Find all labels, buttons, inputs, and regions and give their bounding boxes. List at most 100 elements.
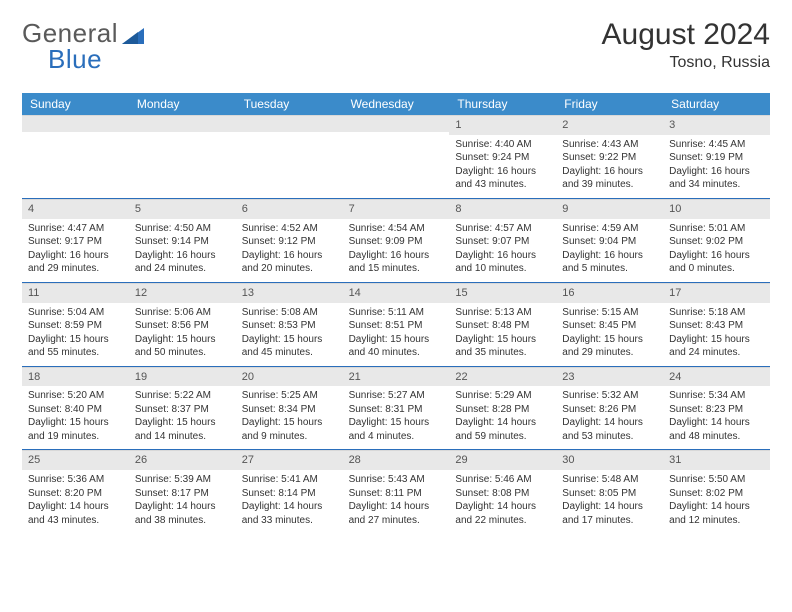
brand-triangle-icon: [122, 24, 144, 44]
day-details: Sunrise: 4:57 AMSunset: 9:07 PMDaylight:…: [449, 219, 556, 282]
day-number: 27: [236, 450, 343, 470]
day-number: 10: [663, 199, 770, 219]
day-details: Sunrise: 5:39 AMSunset: 8:17 PMDaylight:…: [129, 470, 236, 533]
day-details: Sunrise: 4:54 AMSunset: 9:09 PMDaylight:…: [343, 219, 450, 282]
calendar-cell: 14Sunrise: 5:11 AMSunset: 8:51 PMDayligh…: [343, 283, 450, 366]
calendar: SundayMondayTuesdayWednesdayThursdayFrid…: [22, 93, 770, 533]
calendar-cell: 6Sunrise: 4:52 AMSunset: 9:12 PMDaylight…: [236, 199, 343, 282]
weekday-label: Monday: [129, 93, 236, 115]
day-details: Sunrise: 5:06 AMSunset: 8:56 PMDaylight:…: [129, 303, 236, 366]
day-details: Sunrise: 5:22 AMSunset: 8:37 PMDaylight:…: [129, 386, 236, 449]
calendar-cell: 24Sunrise: 5:34 AMSunset: 8:23 PMDayligh…: [663, 367, 770, 450]
calendar-cell: 25Sunrise: 5:36 AMSunset: 8:20 PMDayligh…: [22, 450, 129, 533]
day-number: 14: [343, 283, 450, 303]
day-details: Sunrise: 4:45 AMSunset: 9:19 PMDaylight:…: [663, 135, 770, 198]
day-number: 3: [663, 115, 770, 135]
day-details: Sunrise: 5:43 AMSunset: 8:11 PMDaylight:…: [343, 470, 450, 533]
calendar-cell: 17Sunrise: 5:18 AMSunset: 8:43 PMDayligh…: [663, 283, 770, 366]
day-details: Sunrise: 4:43 AMSunset: 9:22 PMDaylight:…: [556, 135, 663, 198]
day-number: 28: [343, 450, 450, 470]
day-details: Sunrise: 4:40 AMSunset: 9:24 PMDaylight:…: [449, 135, 556, 198]
calendar-cell: 20Sunrise: 5:25 AMSunset: 8:34 PMDayligh…: [236, 367, 343, 450]
day-number: 7: [343, 199, 450, 219]
day-details: Sunrise: 5:18 AMSunset: 8:43 PMDaylight:…: [663, 303, 770, 366]
calendar-body: 1Sunrise: 4:40 AMSunset: 9:24 PMDaylight…: [22, 115, 770, 533]
day-number: 20: [236, 367, 343, 387]
day-number: 31: [663, 450, 770, 470]
day-details: Sunrise: 5:11 AMSunset: 8:51 PMDaylight:…: [343, 303, 450, 366]
calendar-cell: 19Sunrise: 5:22 AMSunset: 8:37 PMDayligh…: [129, 367, 236, 450]
day-number: 23: [556, 367, 663, 387]
day-number: 21: [343, 367, 450, 387]
calendar-cell: 9Sunrise: 4:59 AMSunset: 9:04 PMDaylight…: [556, 199, 663, 282]
calendar-cell: 10Sunrise: 5:01 AMSunset: 9:02 PMDayligh…: [663, 199, 770, 282]
day-number: 1: [449, 115, 556, 135]
location: Tosno, Russia: [602, 54, 770, 72]
calendar-week: 4Sunrise: 4:47 AMSunset: 9:17 PMDaylight…: [22, 199, 770, 283]
weekday-label: Thursday: [449, 93, 556, 115]
calendar-cell: [236, 115, 343, 198]
day-number: 2: [556, 115, 663, 135]
day-details: Sunrise: 5:25 AMSunset: 8:34 PMDaylight:…: [236, 386, 343, 449]
day-details: Sunrise: 5:41 AMSunset: 8:14 PMDaylight:…: [236, 470, 343, 533]
day-number: 6: [236, 199, 343, 219]
day-details: Sunrise: 5:04 AMSunset: 8:59 PMDaylight:…: [22, 303, 129, 366]
day-details: Sunrise: 5:08 AMSunset: 8:53 PMDaylight:…: [236, 303, 343, 366]
calendar-cell: 1Sunrise: 4:40 AMSunset: 9:24 PMDaylight…: [449, 115, 556, 198]
day-details: Sunrise: 5:36 AMSunset: 8:20 PMDaylight:…: [22, 470, 129, 533]
weekday-label: Friday: [556, 93, 663, 115]
weekday-label: Tuesday: [236, 93, 343, 115]
day-number: 12: [129, 283, 236, 303]
weekday-header: SundayMondayTuesdayWednesdayThursdayFrid…: [22, 93, 770, 115]
day-number: 11: [22, 283, 129, 303]
brand-word2-wrap: Blue: [48, 44, 102, 75]
day-number: 18: [22, 367, 129, 387]
day-details: Sunrise: 5:20 AMSunset: 8:40 PMDaylight:…: [22, 386, 129, 449]
calendar-cell: 11Sunrise: 5:04 AMSunset: 8:59 PMDayligh…: [22, 283, 129, 366]
day-number: 25: [22, 450, 129, 470]
day-number: 8: [449, 199, 556, 219]
day-number: 22: [449, 367, 556, 387]
day-details: Sunrise: 5:13 AMSunset: 8:48 PMDaylight:…: [449, 303, 556, 366]
calendar-cell: 4Sunrise: 4:47 AMSunset: 9:17 PMDaylight…: [22, 199, 129, 282]
calendar-cell: 13Sunrise: 5:08 AMSunset: 8:53 PMDayligh…: [236, 283, 343, 366]
day-number: 13: [236, 283, 343, 303]
calendar-cell: 3Sunrise: 4:45 AMSunset: 9:19 PMDaylight…: [663, 115, 770, 198]
day-details: Sunrise: 4:47 AMSunset: 9:17 PMDaylight:…: [22, 219, 129, 282]
calendar-cell: 5Sunrise: 4:50 AMSunset: 9:14 PMDaylight…: [129, 199, 236, 282]
day-number: 30: [556, 450, 663, 470]
day-details: Sunrise: 5:32 AMSunset: 8:26 PMDaylight:…: [556, 386, 663, 449]
day-details: Sunrise: 5:34 AMSunset: 8:23 PMDaylight:…: [663, 386, 770, 449]
day-number: 5: [129, 199, 236, 219]
calendar-cell: 30Sunrise: 5:48 AMSunset: 8:05 PMDayligh…: [556, 450, 663, 533]
day-details: Sunrise: 4:50 AMSunset: 9:14 PMDaylight:…: [129, 219, 236, 282]
day-details: Sunrise: 5:27 AMSunset: 8:31 PMDaylight:…: [343, 386, 450, 449]
day-details: Sunrise: 5:46 AMSunset: 8:08 PMDaylight:…: [449, 470, 556, 533]
day-number: 15: [449, 283, 556, 303]
day-details: Sunrise: 4:59 AMSunset: 9:04 PMDaylight:…: [556, 219, 663, 282]
day-details: Sunrise: 5:50 AMSunset: 8:02 PMDaylight:…: [663, 470, 770, 533]
calendar-cell: 27Sunrise: 5:41 AMSunset: 8:14 PMDayligh…: [236, 450, 343, 533]
day-details: Sunrise: 5:48 AMSunset: 8:05 PMDaylight:…: [556, 470, 663, 533]
day-details: Sunrise: 4:52 AMSunset: 9:12 PMDaylight:…: [236, 219, 343, 282]
calendar-cell: [22, 115, 129, 198]
calendar-cell: 22Sunrise: 5:29 AMSunset: 8:28 PMDayligh…: [449, 367, 556, 450]
calendar-week: 11Sunrise: 5:04 AMSunset: 8:59 PMDayligh…: [22, 283, 770, 367]
calendar-week: 25Sunrise: 5:36 AMSunset: 8:20 PMDayligh…: [22, 450, 770, 533]
calendar-cell: [343, 115, 450, 198]
month-title: August 2024: [602, 18, 770, 52]
day-number: 17: [663, 283, 770, 303]
calendar-cell: 31Sunrise: 5:50 AMSunset: 8:02 PMDayligh…: [663, 450, 770, 533]
calendar-cell: 2Sunrise: 4:43 AMSunset: 9:22 PMDaylight…: [556, 115, 663, 198]
brand-word2: Blue: [48, 44, 102, 75]
calendar-cell: 28Sunrise: 5:43 AMSunset: 8:11 PMDayligh…: [343, 450, 450, 533]
day-number: 29: [449, 450, 556, 470]
calendar-cell: 7Sunrise: 4:54 AMSunset: 9:09 PMDaylight…: [343, 199, 450, 282]
title-block: August 2024 Tosno, Russia: [602, 18, 770, 72]
day-number: 19: [129, 367, 236, 387]
day-number: 24: [663, 367, 770, 387]
calendar-cell: 15Sunrise: 5:13 AMSunset: 8:48 PMDayligh…: [449, 283, 556, 366]
day-details: Sunrise: 5:15 AMSunset: 8:45 PMDaylight:…: [556, 303, 663, 366]
weekday-label: Wednesday: [343, 93, 450, 115]
weekday-label: Saturday: [663, 93, 770, 115]
